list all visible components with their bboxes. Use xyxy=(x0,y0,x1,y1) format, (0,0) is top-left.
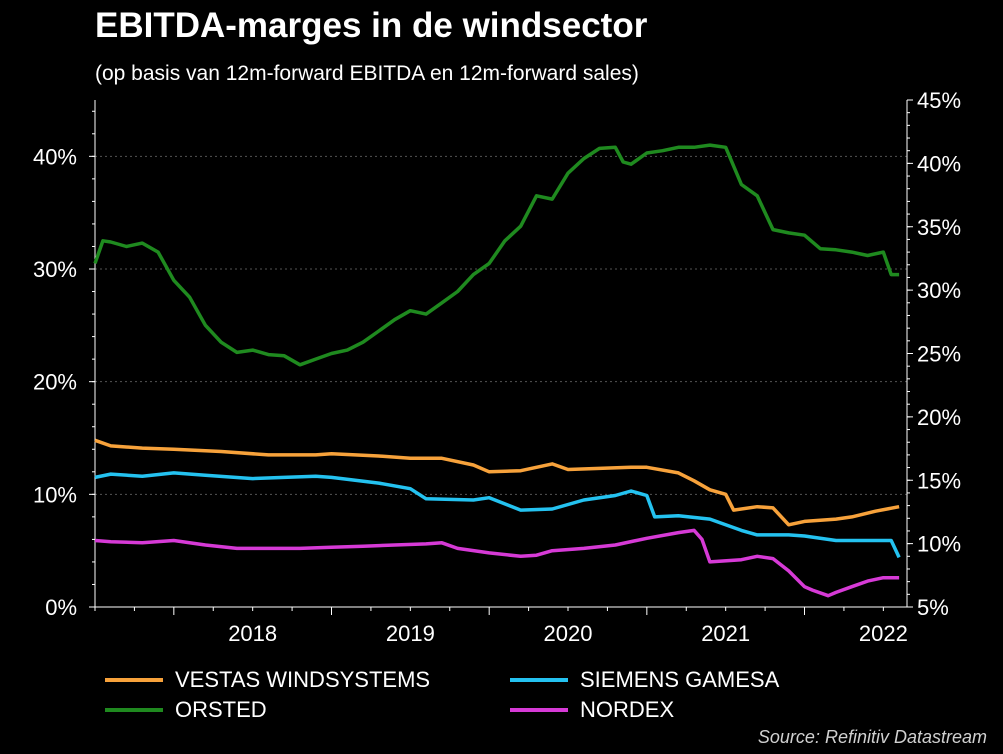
series-line-orsted xyxy=(93,143,900,367)
series-line-nordex xyxy=(94,528,900,598)
right-tick-label: 10% xyxy=(917,532,961,557)
series-lines xyxy=(93,143,901,598)
x-tick-label: 2020 xyxy=(544,621,593,646)
left-tick-label: 30% xyxy=(33,257,77,282)
legend-label-nordex: NORDEX xyxy=(580,697,675,722)
chart-subtitle: (op basis van 12m-forward EBITDA en 12m-… xyxy=(95,62,639,85)
legend-label-vestas: VESTAS WINDSYSTEMS xyxy=(175,667,431,692)
series-line-siemens-gamesa xyxy=(94,471,901,559)
legend-swatch-orsted xyxy=(105,708,163,712)
right-tick-label: 45% xyxy=(917,88,961,113)
x-tick-label: 2021 xyxy=(701,621,750,646)
left-y-axis: 0% 10% 20% 30% 40% xyxy=(33,100,96,620)
source-note: Source: Refinitiv Datastream xyxy=(757,727,987,747)
x-axis: 2018 2019 2020 2021 2022 xyxy=(94,606,908,646)
right-tick-label: 30% xyxy=(917,278,961,303)
grid-lines xyxy=(95,155,907,495)
left-tick-label: 20% xyxy=(33,370,77,395)
right-tick-label: 20% xyxy=(917,405,961,430)
legend-item-nordex: NORDEX xyxy=(510,697,674,723)
right-tick-label: 35% xyxy=(917,215,961,240)
legend-swatch-nordex xyxy=(510,708,568,712)
left-tick-label: 10% xyxy=(33,482,77,507)
series-line-vestas-windsystems xyxy=(94,438,900,527)
chart-title: EBITDA-marges in de windsector xyxy=(95,6,648,45)
left-tick-label: 40% xyxy=(33,144,77,169)
x-tick-label: 2018 xyxy=(228,621,277,646)
x-tick-label: 2022 xyxy=(859,621,908,646)
legend-label-siemens-gamesa: SIEMENS GAMESA xyxy=(580,667,780,692)
right-tick-label: 25% xyxy=(917,342,961,367)
legend-item-orsted: ORSTED xyxy=(105,697,267,723)
right-tick-label: 15% xyxy=(917,468,961,493)
legend-label-orsted: ORSTED xyxy=(175,697,267,722)
legend-item-siemens-gamesa: SIEMENS GAMESA xyxy=(510,667,779,693)
legend-swatch-vestas xyxy=(105,678,163,682)
right-tick-label: 5% xyxy=(917,595,949,620)
left-tick-label: 0% xyxy=(45,595,77,620)
right-tick-label: 40% xyxy=(917,151,961,176)
legend-item-vestas: VESTAS WINDSYSTEMS xyxy=(105,667,430,693)
legend-swatch-siemens-gamesa xyxy=(510,678,568,682)
x-tick-label: 2019 xyxy=(386,621,435,646)
right-y-axis: 5% 10% 15% 20% 25% 30% 35% 40% 45% xyxy=(906,88,961,620)
